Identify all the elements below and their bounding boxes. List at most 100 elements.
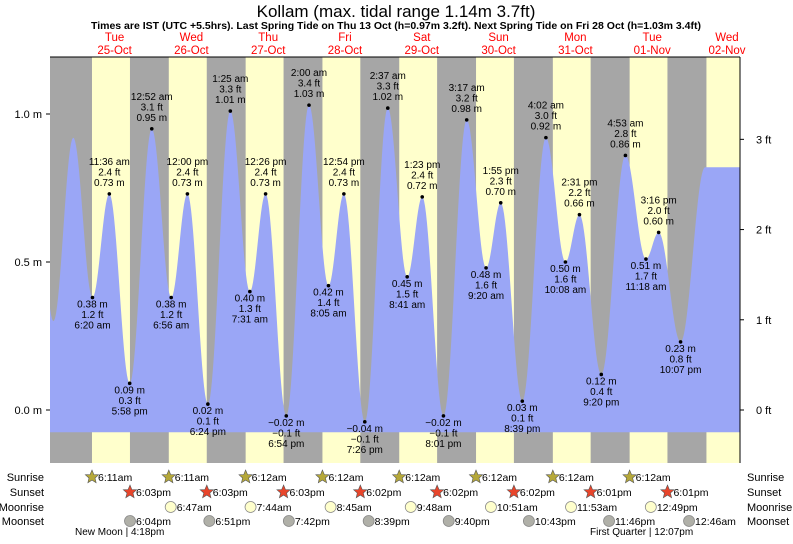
moonset-event: 9:40pm <box>442 515 490 528</box>
tide-marker <box>326 283 331 288</box>
tide-label-ft: 2.3 ft <box>490 176 512 187</box>
tide-marker <box>185 192 190 196</box>
moonrise-circle-icon <box>244 501 257 513</box>
day-dow-label: Mon <box>564 32 586 44</box>
day-date-label: 29-Oct <box>405 45 440 57</box>
tide-label-ft: 1.7 ft <box>635 272 657 283</box>
tide-marker <box>420 195 425 199</box>
tide-label-ft: 3.3 ft <box>377 82 399 93</box>
tide-marker <box>342 192 346 196</box>
day-date-label: 02-Nov <box>708 45 745 57</box>
moonrise-circle-icon <box>644 501 657 513</box>
tide-label-ft: −0.1 ft <box>351 434 379 445</box>
tide-label-m: 0.86 m <box>610 139 641 150</box>
tide-point-low: 0.02 m0.1 ft6:24 pm <box>190 402 226 438</box>
sunrise-time: 6:12am <box>405 472 440 484</box>
tide-point-high: 12:54 pm2.4 ft0.73 m <box>323 157 365 196</box>
sunset-time: 6:03pm <box>290 487 325 499</box>
tide-label-time: 6:20 am <box>74 321 110 332</box>
moonset-event: 8:39pm <box>362 515 410 528</box>
tide-marker <box>307 103 311 107</box>
tide-marker <box>599 372 604 377</box>
moonset-circle-icon <box>603 515 615 527</box>
moonset-time: 12:46am <box>695 516 736 528</box>
moonrise-event: 10:51am <box>485 501 538 514</box>
tide-label-m: 0.12 m <box>586 376 617 387</box>
row-label-left: Sunrise <box>7 472 44 484</box>
tide-label-ft: 0.8 ft <box>669 354 691 365</box>
tide-point-high: 1:23 pm2.4 ft0.72 m <box>404 160 440 199</box>
tide-label-m: 0.42 m <box>313 288 344 299</box>
tide-label-ft: 1.2 ft <box>160 310 182 321</box>
tide-marker <box>169 295 173 300</box>
tide-label-time: 6:56 am <box>153 321 189 332</box>
moonrise-event: 11:53am <box>565 501 617 514</box>
sunset-star-icon <box>276 484 291 499</box>
sunrise-time: 6:12am <box>328 472 363 484</box>
chart-title: Kollam (max. tidal range 1.14m 3.7ft) <box>257 2 536 21</box>
tide-label-m: 0.09 m <box>114 385 145 396</box>
moonset-event: 7:42pm <box>282 515 330 528</box>
day-dow-label: Wed <box>180 32 203 44</box>
tide-label-m: 0.38 m <box>77 300 108 311</box>
tide-label-time: 4:53 am <box>607 118 643 129</box>
moonrise-circle-icon <box>404 501 417 513</box>
tide-point-high: 12:00 pm2.4 ft0.73 m <box>167 157 208 196</box>
tide-label-m: 0.66 m <box>564 199 595 210</box>
tide-point-low: 0.38 m1.2 ft6:20 am <box>74 295 111 332</box>
day-dow-label: Tue <box>105 32 124 44</box>
tide-marker <box>263 192 268 196</box>
sunset-time: 6:03pm <box>213 487 248 499</box>
moonrise-time: 6:47am <box>177 502 212 514</box>
y-tick-label-right: 3 ft <box>756 134 771 146</box>
y-tick-label-right: 2 ft <box>756 225 771 237</box>
tide-marker <box>520 399 525 403</box>
moonrise-event: 8:45am <box>324 501 372 514</box>
day-date-label: 25-Oct <box>97 45 132 57</box>
sunset-event: 6:01pm <box>660 484 709 499</box>
sunrise-event: 6:12am <box>545 469 594 484</box>
tide-point-low: 0.42 m1.4 ft8:05 am <box>310 283 347 320</box>
tide-label-time: 12:54 pm <box>323 157 365 168</box>
row-label-right: Moonset <box>747 516 789 528</box>
moonrise-event: 7:44am <box>244 501 292 514</box>
y-tick-label-left: 0.0 m <box>14 405 42 417</box>
sunrise-event: 6:11am <box>84 469 132 484</box>
sunrise-time: 6:11am <box>98 472 132 484</box>
moonset-time: 8:39pm <box>375 516 410 528</box>
tide-marker <box>623 153 628 158</box>
moonset-time: 11:46pm <box>615 516 655 528</box>
tide-label-ft: 3.0 ft <box>535 111 557 122</box>
sunrise-star-icon <box>161 469 177 484</box>
tide-label-time: 3:16 pm <box>641 195 677 206</box>
tide-label-time: 9:20 pm <box>583 397 619 408</box>
row-label-left: Moonset <box>2 516 44 528</box>
sunset-event: 6:02pm <box>506 484 555 499</box>
chart-subtitle: Times are IST (UTC +5.5hrs). Last Spring… <box>91 20 701 32</box>
y-tick-label-right: 0 ft <box>756 405 771 417</box>
tide-point-low: −0.02 m−0.1 ft6:54 pm <box>268 414 304 450</box>
sunset-event: 6:03pm <box>199 484 248 499</box>
tide-label-ft: −0.1 ft <box>429 428 457 439</box>
tide-point-low: −0.02 m−0.1 ft8:01 pm <box>425 414 462 450</box>
tide-label-ft: 3.4 ft <box>298 79 320 90</box>
tide-label-ft: 2.4 ft <box>98 167 120 178</box>
sunrise-event: 6:12am <box>391 469 441 484</box>
tide-point-high: 2:00 am3.4 ft1.03 m <box>291 68 327 107</box>
sunset-time: 6:01pm <box>673 487 708 499</box>
tide-label-ft: 1.6 ft <box>554 275 576 286</box>
day-date-label: 01-Nov <box>634 45 671 57</box>
moonset-time: 9:40pm <box>455 516 490 528</box>
moonrise-circle-icon <box>565 501 577 513</box>
moonset-circle-icon <box>203 515 216 527</box>
sunset-event: 6:02pm <box>352 484 402 499</box>
tide-label-time: 8:01 pm <box>425 439 461 450</box>
tide-label-ft: −0.1 ft <box>272 428 300 439</box>
tide-label-time: 4:02 am <box>528 101 564 112</box>
tide-label-ft: 1.2 ft <box>81 310 103 321</box>
day-dow-label: Wed <box>715 32 738 44</box>
tide-point-high: 11:36 am2.4 ft0.73 m <box>89 157 130 196</box>
sunrise-time: 6:11am <box>175 472 209 484</box>
